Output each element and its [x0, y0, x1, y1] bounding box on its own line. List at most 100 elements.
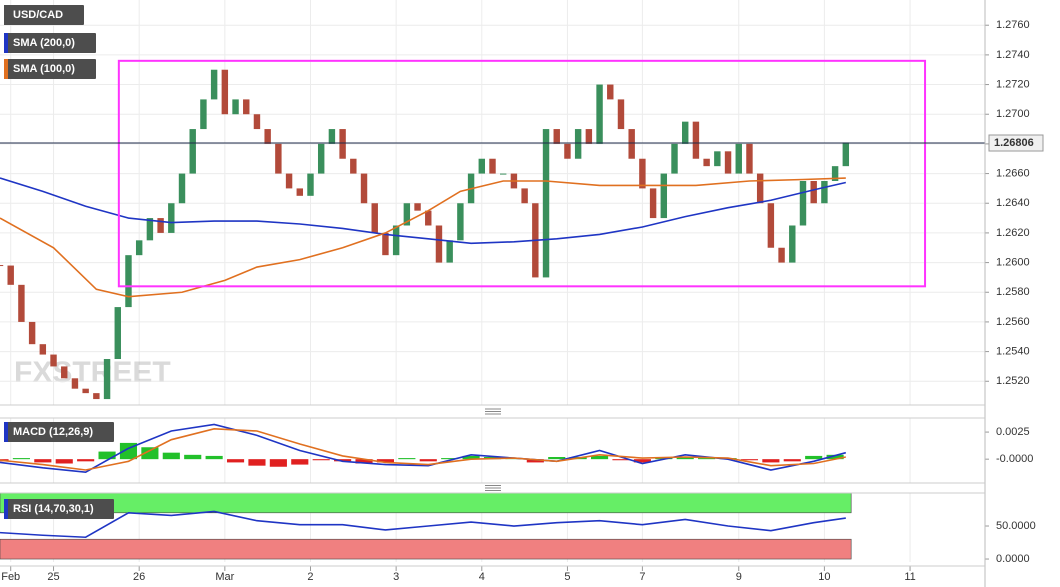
- candle: [18, 284, 25, 322]
- candle: [489, 158, 496, 174]
- legend-swatch: [4, 499, 8, 519]
- candle: [521, 188, 528, 204]
- candle: [82, 388, 89, 394]
- histogram-bar: [419, 459, 437, 462]
- candle: [189, 129, 196, 174]
- candle: [799, 180, 807, 226]
- histogram-bar: [612, 459, 630, 461]
- candle: [403, 203, 411, 226]
- panel-handle[interactable]: [485, 485, 501, 491]
- x-tick-label: 4: [479, 571, 485, 583]
- candle: [28, 321, 36, 345]
- candle: [360, 173, 368, 204]
- candle: [392, 225, 400, 256]
- macd-line: [0, 428, 846, 471]
- overbought-band: [0, 492, 852, 514]
- y-tick-label: 0.0025: [996, 426, 1030, 438]
- candle: [168, 203, 175, 233]
- candle: [703, 158, 710, 167]
- histogram-bar: [805, 455, 823, 460]
- candle: [639, 158, 646, 189]
- last-price-label: 1.26806: [994, 137, 1034, 149]
- x-tick-label: 25: [47, 571, 59, 583]
- candle: [682, 121, 689, 144]
- plot-layer: Feb 25 26 Mar 2 3 4 5 7 9 10 11 FXSTREET 1.2520 1.2540…: [0, 0, 1044, 583]
- candle: [157, 218, 164, 233]
- legend-box: [4, 422, 114, 442]
- rsi-line: [0, 510, 846, 539]
- candle: [457, 203, 464, 241]
- candle: [93, 393, 100, 400]
- histogram-bar: [633, 459, 651, 463]
- candle: [135, 240, 143, 256]
- legend-box: [4, 499, 114, 519]
- watermark: FXSTREET: [14, 356, 171, 389]
- candle: [414, 203, 421, 211]
- candle: [735, 143, 742, 174]
- y-tick-label: 1.2700: [996, 108, 1030, 120]
- histogram-bar: [184, 454, 202, 460]
- panel-handle[interactable]: [485, 408, 501, 415]
- x-tick-label: 9: [736, 571, 742, 583]
- candle: [50, 354, 57, 367]
- y-tick-label: 1.2540: [996, 345, 1030, 357]
- histogram-bar: [398, 458, 416, 460]
- legend-swatch: [4, 59, 8, 79]
- candle: [553, 129, 560, 144]
- y-tick-label: 1.2620: [996, 227, 1030, 239]
- sma-line: [0, 177, 846, 245]
- legend-label: USD/CAD: [13, 9, 63, 21]
- candle: [842, 142, 850, 167]
- y-tick-label: -0.0000: [996, 453, 1033, 465]
- candle: [125, 255, 132, 308]
- legend-swatch: [4, 422, 8, 442]
- legend-label: SMA (100,0): [13, 63, 75, 75]
- histogram-bar: [312, 459, 330, 461]
- candle: [821, 180, 828, 204]
- histogram-bar: [441, 458, 459, 460]
- histogram-bar: [591, 455, 609, 460]
- sma-line: [0, 177, 846, 298]
- histogram-bar: [698, 458, 716, 460]
- histogram-bar: [205, 455, 223, 460]
- candle: [607, 84, 614, 100]
- legend-swatch: [4, 5, 8, 25]
- candle: [61, 366, 68, 379]
- candle: [425, 210, 432, 226]
- histogram-bar: [162, 452, 180, 460]
- candle: [114, 307, 121, 360]
- histogram-bar: [826, 454, 844, 460]
- legend-label: RSI (14,70,30,1): [13, 503, 94, 515]
- histogram-bar: [462, 455, 480, 460]
- candle: [243, 99, 250, 115]
- candle: [71, 378, 79, 389]
- y-tick-label: 0.0000: [996, 553, 1030, 565]
- candle: [178, 173, 186, 204]
- candle: [7, 265, 14, 285]
- histogram-bar: [676, 457, 694, 460]
- x-tick-label: 3: [393, 571, 399, 583]
- candle: [200, 99, 207, 130]
- candle: [103, 359, 111, 400]
- y-tick-label: 1.2600: [996, 256, 1030, 268]
- legend-box: [4, 33, 96, 53]
- y-tick-label: 1.2720: [996, 78, 1030, 90]
- histogram-bar: [548, 457, 566, 460]
- candle: [0, 265, 4, 267]
- legend-box: [4, 59, 96, 79]
- histogram-bar: [248, 459, 266, 466]
- candle: [778, 247, 785, 263]
- candle: [296, 188, 303, 196]
- histogram-bar: [291, 459, 309, 465]
- histogram-bar: [740, 459, 759, 461]
- candle: [767, 203, 775, 248]
- histogram-bar: [269, 459, 287, 467]
- candle: [371, 203, 378, 233]
- candle: [542, 129, 550, 278]
- candle: [649, 188, 657, 219]
- candle: [307, 173, 314, 196]
- candle: [350, 158, 357, 174]
- y-tick-label: 1.2740: [996, 49, 1030, 61]
- candle: [275, 143, 282, 174]
